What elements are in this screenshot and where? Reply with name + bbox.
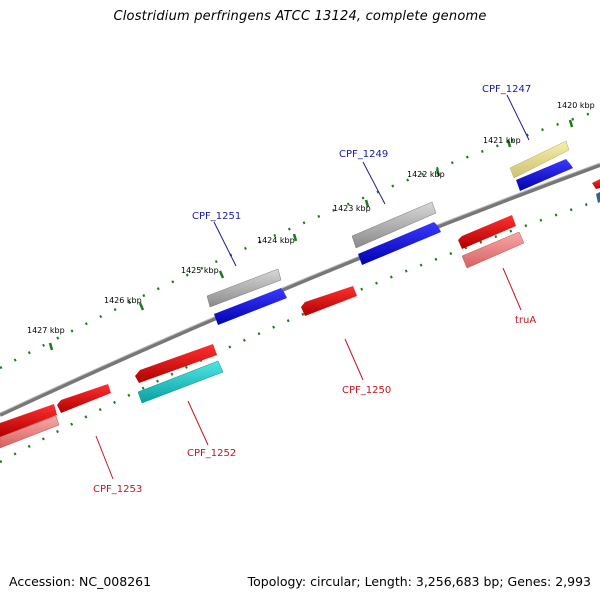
cds-forward-1251[interactable] <box>214 288 287 325</box>
gene-cpf1252-feature[interactable] <box>137 360 224 404</box>
gene-cpf1247-feature[interactable] <box>509 140 570 179</box>
tick-label-1421: 1421 kbp <box>483 136 521 145</box>
cds-reverse-1250[interactable] <box>301 286 357 316</box>
tick-label-1426: 1426 kbp <box>104 296 142 305</box>
gene-cpf1251-feature[interactable] <box>206 268 282 308</box>
leader-lines-blue <box>213 94 530 267</box>
gene-label-trua[interactable]: truA <box>515 315 536 326</box>
leader-lines-red <box>95 267 522 480</box>
gene-label-cpf1252[interactable]: CPF_1252 <box>187 448 236 459</box>
gene-label-cpf1253[interactable]: CPF_1253 <box>93 484 142 495</box>
gene-cpf1253-feature[interactable] <box>0 415 60 449</box>
cds-reverse-1253[interactable] <box>57 384 111 413</box>
cds-reverse-1252[interactable] <box>135 344 217 383</box>
accession-text: Accession: NC_008261 <box>9 574 152 589</box>
tick-label-1420: 1420 kbp <box>557 101 595 110</box>
gene-label-cpf1247[interactable]: CPF_1247 <box>482 84 531 95</box>
gene-cpf1249-feature[interactable] <box>351 201 437 249</box>
gene-trua-feature[interactable] <box>461 231 525 269</box>
gene-right-edge-feature[interactable] <box>596 192 600 203</box>
tick-label-1427: 1427 kbp <box>27 326 65 335</box>
genome-summary-text: Topology: circular; Length: 3,256,683 bp… <box>247 574 591 589</box>
gene-label-cpf1251[interactable]: CPF_1251 <box>192 211 241 222</box>
tick-label-1423: 1423 kbp <box>333 204 371 213</box>
gene-label-cpf1250[interactable]: CPF_1250 <box>342 385 391 396</box>
major-ticks <box>48 119 574 351</box>
cds-forward-1249[interactable] <box>358 222 441 265</box>
cds-forward-1247[interactable] <box>516 159 573 191</box>
cds-reverse-edge[interactable] <box>592 179 600 189</box>
genome-backbone <box>0 163 600 417</box>
cds-reverse-left[interactable] <box>0 404 57 437</box>
genome-backbone-highlight <box>0 162 600 414</box>
tick-label-1422: 1422 kbp <box>407 170 445 179</box>
cds-reverse-trua[interactable] <box>458 215 516 249</box>
gene-label-cpf1249[interactable]: CPF_1249 <box>339 149 388 160</box>
tick-label-1424: 1424 kbp <box>257 236 295 245</box>
tick-label-1425: 1425 kbp <box>181 266 219 275</box>
map-title: Clostridium perfringens ATCC 13124, comp… <box>113 9 487 24</box>
